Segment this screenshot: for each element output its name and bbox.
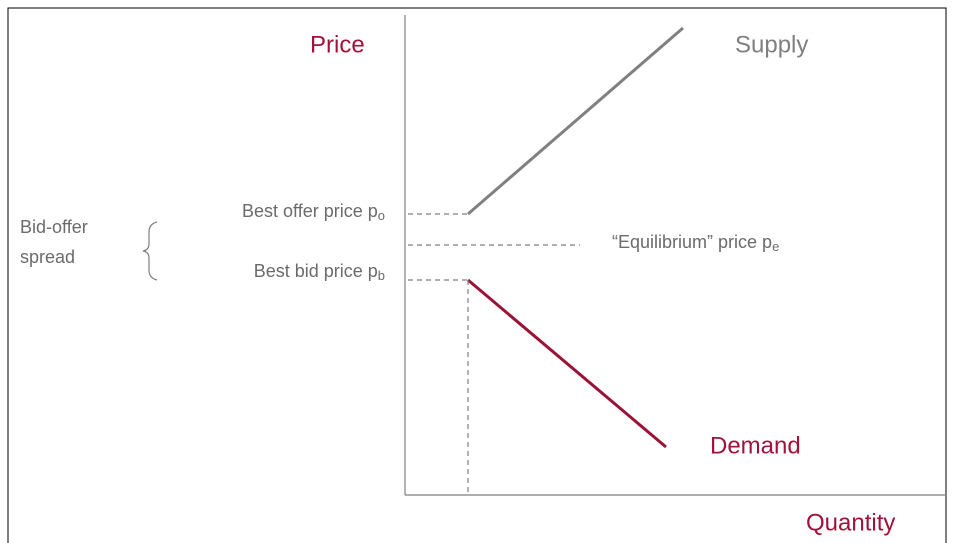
- bid-text: Best bid price p: [254, 261, 378, 281]
- equilibrium-text: “Equilibrium” price p: [612, 232, 772, 252]
- demand-label: Demand: [710, 432, 801, 459]
- supply-curve: [467, 26, 684, 216]
- offer-text: Best offer price p: [242, 201, 378, 221]
- bid-sub: b: [378, 268, 385, 283]
- offer-label: Best offer price po: [242, 201, 385, 224]
- bid-label: Best bid price pb: [254, 261, 385, 284]
- supply-label: Supply: [735, 31, 808, 58]
- brace: [142, 221, 158, 281]
- frame: [7, 7, 947, 543]
- equilibrium-sub: e: [772, 239, 779, 254]
- x-label: Quantity: [806, 509, 895, 536]
- offer-sub: o: [378, 208, 385, 223]
- y-label: Price: [310, 31, 365, 58]
- equilibrium-label: “Equilibrium” price pe: [612, 232, 779, 255]
- spread-label: Bid-offer: [20, 217, 88, 237]
- demand-curve: [467, 278, 667, 449]
- spread-label: spread: [20, 247, 75, 267]
